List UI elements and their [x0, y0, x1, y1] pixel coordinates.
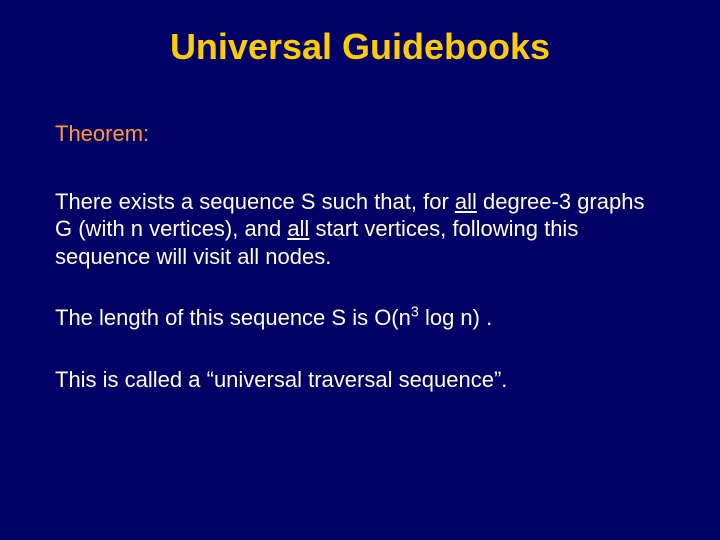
- slide-title: Universal Guidebooks: [55, 26, 665, 68]
- theorem-statement: There exists a sequence S such that, for…: [55, 188, 665, 271]
- slide-body: Theorem: There exists a sequence S such …: [55, 120, 665, 393]
- text: log n) .: [419, 305, 492, 330]
- length-statement: The length of this sequence S is O(n3 lo…: [55, 304, 665, 332]
- theorem-label: Theorem:: [55, 120, 665, 148]
- underline-all-1: all: [455, 189, 477, 214]
- slide: Universal Guidebooks Theorem: There exis…: [0, 0, 720, 540]
- name-statement: This is called a “universal traversal se…: [55, 366, 665, 394]
- text: There exists a sequence S such that, for: [55, 189, 455, 214]
- text: The length of this sequence S is O(n: [55, 305, 411, 330]
- superscript-3: 3: [411, 305, 419, 321]
- underline-all-2: all: [287, 216, 309, 241]
